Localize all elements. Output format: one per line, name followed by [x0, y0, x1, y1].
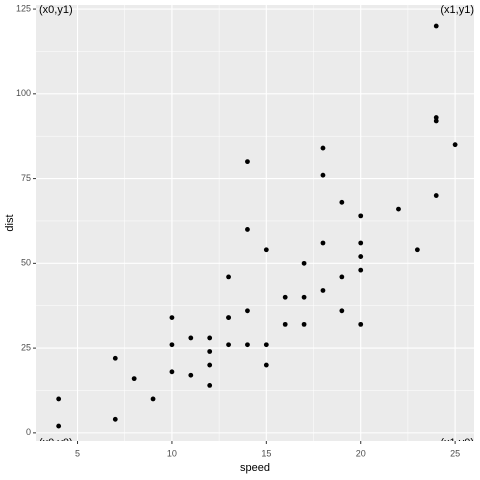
y-tick-label: 75 [21, 173, 31, 183]
point [301, 294, 307, 300]
point [339, 199, 345, 205]
point [207, 335, 213, 341]
x-tick-label: 25 [450, 448, 460, 458]
x-tick-label: 20 [356, 448, 366, 458]
point [396, 206, 401, 212]
point [320, 145, 326, 151]
x-tick-label: 5 [75, 448, 80, 458]
x-axis-label: speed [240, 462, 270, 474]
point [150, 396, 156, 402]
point [414, 247, 420, 253]
panel [36, 5, 474, 441]
point [358, 321, 364, 327]
point [320, 288, 326, 293]
point [226, 274, 231, 280]
point [358, 254, 364, 259]
point [263, 247, 269, 253]
point [56, 423, 62, 429]
point [320, 172, 326, 178]
point [433, 115, 439, 120]
annotation: (x1,y0) [440, 437, 474, 449]
x-tick-label: 10 [167, 448, 177, 458]
point [358, 267, 364, 273]
point [188, 372, 194, 378]
point [112, 355, 118, 361]
point [169, 315, 175, 320]
y-tick-label: 0 [26, 427, 31, 437]
point [226, 315, 231, 320]
point [226, 342, 231, 348]
point [339, 274, 345, 280]
point [188, 335, 194, 341]
annotation: (x0,y1) [39, 4, 73, 16]
point [169, 369, 175, 375]
point [301, 321, 307, 327]
point [358, 213, 364, 219]
point [301, 260, 307, 266]
point [245, 308, 250, 314]
annotation: (x1,y1) [440, 4, 474, 16]
point [131, 376, 137, 382]
point [112, 416, 118, 422]
point [263, 342, 269, 348]
y-tick-label: 50 [21, 258, 31, 268]
point [433, 193, 439, 198]
point [207, 349, 213, 354]
point [433, 118, 439, 124]
point [433, 23, 439, 29]
y-tick-label: 25 [21, 342, 31, 352]
point [320, 240, 326, 246]
point [452, 142, 458, 148]
point [207, 362, 213, 368]
point [339, 308, 345, 314]
point [282, 294, 288, 300]
y-axis-label: dist [4, 214, 16, 231]
point [245, 342, 250, 348]
point [263, 362, 269, 368]
annotation: (x0,y0) [39, 437, 73, 449]
point [207, 382, 213, 388]
point [56, 396, 62, 402]
point [245, 159, 250, 165]
y-tick-label: 125 [16, 3, 31, 13]
point [245, 227, 250, 232]
y-tick-label: 100 [16, 88, 31, 98]
point [169, 342, 175, 348]
x-tick-label: 15 [261, 448, 271, 458]
point [358, 240, 364, 246]
point [282, 321, 288, 327]
